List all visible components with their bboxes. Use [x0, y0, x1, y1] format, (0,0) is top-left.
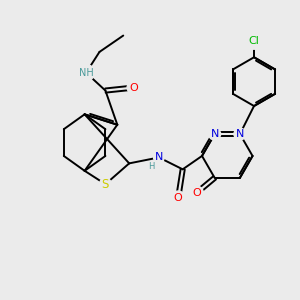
Circle shape	[246, 33, 262, 49]
Circle shape	[172, 191, 185, 204]
Text: N: N	[155, 152, 163, 162]
Circle shape	[127, 81, 140, 94]
Circle shape	[147, 162, 156, 171]
Text: H: H	[148, 162, 155, 171]
Circle shape	[100, 178, 111, 190]
Circle shape	[190, 186, 203, 199]
Text: O: O	[129, 82, 138, 93]
Circle shape	[209, 128, 220, 140]
Circle shape	[154, 152, 164, 163]
Circle shape	[234, 128, 246, 140]
Text: O: O	[192, 188, 201, 198]
Text: Cl: Cl	[249, 36, 260, 46]
Text: NH: NH	[79, 68, 94, 78]
Circle shape	[78, 64, 94, 81]
Text: N: N	[211, 129, 219, 139]
Text: S: S	[102, 178, 109, 191]
Text: N: N	[236, 129, 244, 139]
Text: O: O	[174, 193, 183, 202]
